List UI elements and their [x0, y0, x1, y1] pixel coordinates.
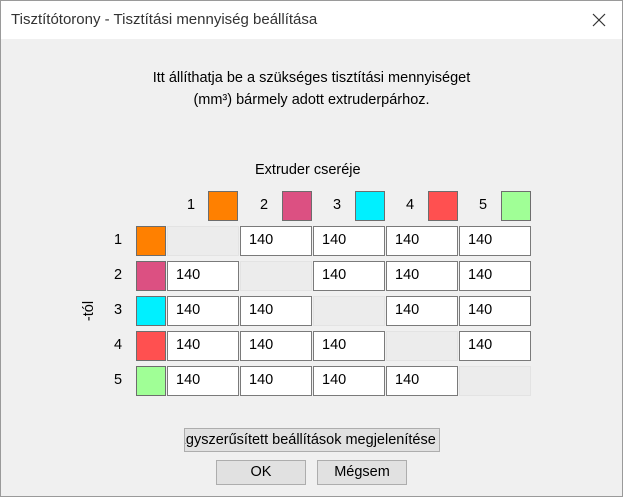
purge-volume-cell-1-1	[167, 226, 239, 256]
column-number-3: 3	[332, 197, 342, 213]
purge-volume-cell-4-5[interactable]: 140	[459, 331, 531, 361]
purge-volume-cell-1-5[interactable]: 140	[459, 226, 531, 256]
purge-volume-cell-3-2[interactable]: 140	[240, 296, 312, 326]
purge-volume-cell-3-1[interactable]: 140	[167, 296, 239, 326]
row-color-swatch-1	[136, 226, 166, 256]
purge-volume-cell-1-4[interactable]: 140	[386, 226, 458, 256]
column-color-swatch-5	[501, 191, 531, 221]
row-color-swatch-3	[136, 296, 166, 326]
column-color-swatch-2	[282, 191, 312, 221]
purge-volume-cell-2-4[interactable]: 140	[386, 261, 458, 291]
column-caption: Extruder cseréje	[255, 162, 361, 178]
row-number-5: 5	[113, 372, 123, 388]
purge-volume-cell-4-2[interactable]: 140	[240, 331, 312, 361]
purge-volume-cell-3-3	[313, 296, 385, 326]
purge-volume-cell-5-2[interactable]: 140	[240, 366, 312, 396]
row-caption: -tól	[81, 300, 98, 322]
column-number-2: 2	[259, 197, 269, 213]
row-number-4: 4	[113, 337, 123, 353]
column-color-swatch-1	[208, 191, 238, 221]
purge-volume-cell-5-3[interactable]: 140	[313, 366, 385, 396]
purge-volume-cell-5-4[interactable]: 140	[386, 366, 458, 396]
row-color-swatch-4	[136, 331, 166, 361]
purge-volume-cell-2-1[interactable]: 140	[167, 261, 239, 291]
column-number-5: 5	[478, 197, 488, 213]
title-bar: Tisztítótorony - Tisztítási mennyiség be…	[1, 1, 622, 39]
purge-volume-cell-2-5[interactable]: 140	[459, 261, 531, 291]
purge-volume-cell-2-2	[240, 261, 312, 291]
cancel-button[interactable]: Mégsem	[317, 460, 407, 485]
intro-line-2: (mm³) bármely adott extruderpárhoz.	[193, 92, 430, 108]
purge-volume-cell-1-3[interactable]: 140	[313, 226, 385, 256]
column-number-4: 4	[405, 197, 415, 213]
row-color-swatch-5	[136, 366, 166, 396]
close-icon	[592, 13, 606, 27]
row-color-swatch-2	[136, 261, 166, 291]
purge-volume-cell-4-1[interactable]: 140	[167, 331, 239, 361]
row-number-3: 3	[113, 302, 123, 318]
row-number-2: 2	[113, 267, 123, 283]
purge-volume-cell-3-4[interactable]: 140	[386, 296, 458, 326]
intro-line-1: Itt állíthatja be a szükséges tisztítási…	[152, 70, 471, 86]
purge-volume-cell-3-5[interactable]: 140	[459, 296, 531, 326]
purge-volume-cell-2-3[interactable]: 140	[313, 261, 385, 291]
purge-volume-cell-5-5	[459, 366, 531, 396]
purge-volume-cell-1-2[interactable]: 140	[240, 226, 312, 256]
column-color-swatch-4	[428, 191, 458, 221]
intro-text: Itt állíthatja be a szükséges tisztítási…	[1, 67, 622, 111]
purge-volume-cell-4-3[interactable]: 140	[313, 331, 385, 361]
purge-volume-cell-5-1[interactable]: 140	[167, 366, 239, 396]
purge-volume-cell-4-4	[386, 331, 458, 361]
close-button[interactable]	[576, 1, 622, 39]
simplified-settings-button[interactable]: Egyszerűsített beállítások megjelenítése	[184, 428, 440, 452]
column-number-1: 1	[186, 197, 196, 213]
column-color-swatch-3	[355, 191, 385, 221]
window-title: Tisztítótorony - Tisztítási mennyiség be…	[11, 11, 318, 28]
simplified-settings-label: Egyszerűsített beállítások megjelenítése	[184, 432, 436, 448]
row-number-1: 1	[113, 232, 123, 248]
ok-button[interactable]: OK	[216, 460, 306, 485]
